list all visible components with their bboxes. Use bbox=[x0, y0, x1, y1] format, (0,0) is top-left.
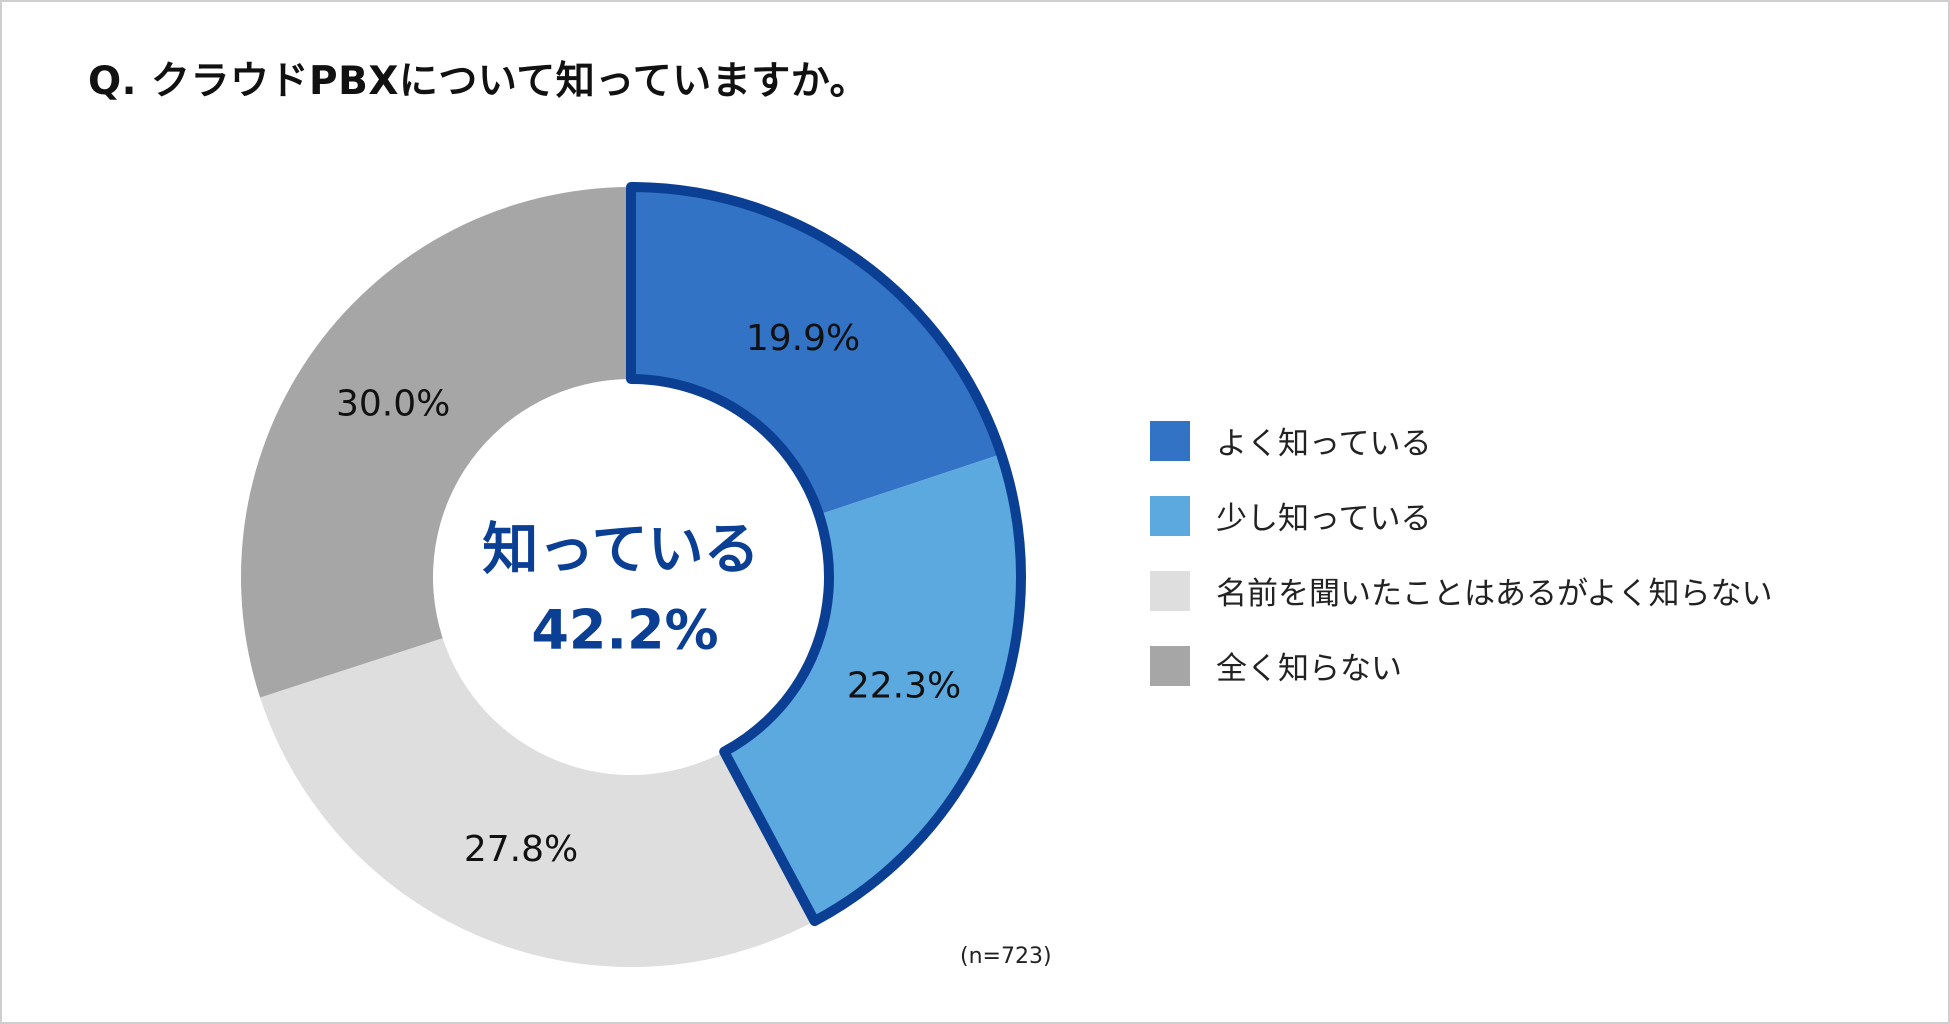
legend-item-1: 少し知っている bbox=[1150, 493, 1772, 538]
center-label-title: 知っている bbox=[482, 518, 759, 583]
center-label-value: 42.2% bbox=[531, 599, 718, 662]
highlight-outline bbox=[626, 182, 1026, 927]
slice-value-label-2: 27.8% bbox=[464, 829, 578, 870]
legend-label-3: 全く知らない bbox=[1216, 651, 1402, 687]
legend-item-3: 全く知らない bbox=[1150, 643, 1772, 688]
legend-item-2: 名前を聞いたことはあるがよく知らない bbox=[1150, 568, 1772, 613]
legend: よく知っている 少し知っている 名前を聞いたことはあるがよく知らない 全く知らな… bbox=[1150, 418, 1772, 718]
chart-title: Q. クラウドPBXについて知っていますか。 bbox=[88, 59, 870, 104]
legend-label-0: よく知っている bbox=[1216, 426, 1432, 462]
slice-value-label-0: 19.9% bbox=[746, 318, 860, 359]
legend-swatch-3 bbox=[1150, 645, 1190, 686]
legend-item-0: よく知っている bbox=[1150, 418, 1772, 463]
legend-swatch-0 bbox=[1150, 420, 1190, 461]
legend-swatch-1 bbox=[1150, 495, 1190, 536]
donut-slice-0 bbox=[631, 187, 1002, 515]
sample-size-note: (n=723) bbox=[960, 944, 1052, 969]
legend-label-1: 少し知っている bbox=[1216, 501, 1432, 537]
legend-label-2: 名前を聞いたことはあるがよく知らない bbox=[1216, 576, 1773, 612]
donut-slice-2 bbox=[260, 638, 815, 967]
slice-value-label-1: 22.3% bbox=[847, 666, 961, 707]
slice-value-label-3: 30.0% bbox=[336, 384, 450, 425]
legend-swatch-2 bbox=[1150, 570, 1190, 611]
donut-slice-3 bbox=[240, 187, 631, 698]
